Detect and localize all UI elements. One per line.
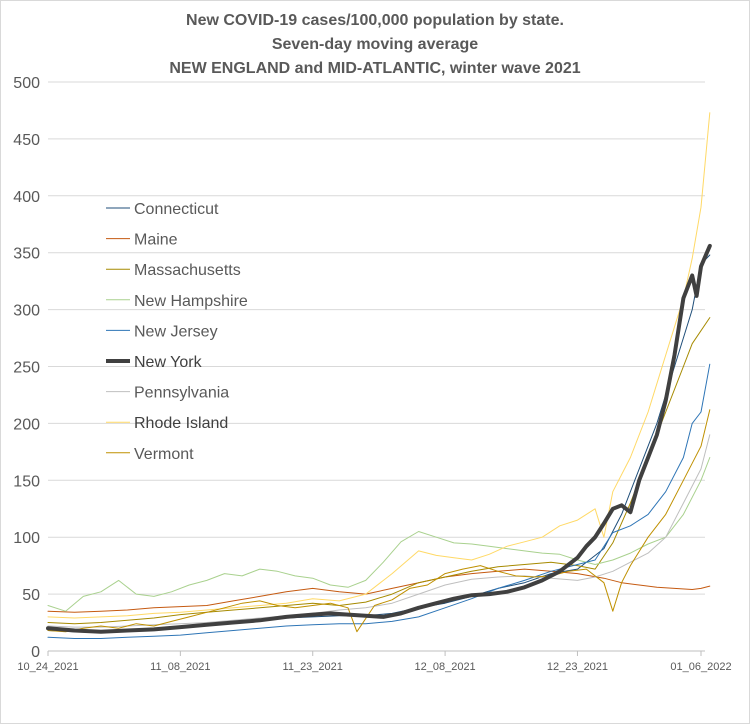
legend-label: Massachusetts <box>134 262 241 279</box>
chart-title-line-1: New COVID-19 cases/100,000 population by… <box>186 12 564 29</box>
y-tick-label: 200 <box>13 416 40 433</box>
x-axis-ticks: 10_24_2021 11_08_2021 11_23_2021 12_08_2021… <box>17 651 732 673</box>
y-tick-label: 450 <box>13 132 40 149</box>
y-tick-label: 50 <box>22 587 40 604</box>
series-line-vermont <box>47 409 711 633</box>
x-tick-label: 11_08_2021 <box>150 661 210 673</box>
legend-label: Maine <box>134 232 178 249</box>
legend-label: New Jersey <box>134 323 218 340</box>
y-tick-label: 0 <box>31 644 40 661</box>
legend-label: New York <box>134 354 203 371</box>
legend-label: Vermont <box>134 446 194 463</box>
y-tick-label: 150 <box>13 473 40 490</box>
y-tick-label: 300 <box>13 303 40 320</box>
y-axis-ticks: 0 50 100 150 200 250 300 350 400 450 500 <box>13 75 40 661</box>
legend-label: Pennsylvania <box>134 385 229 402</box>
series-line-new-jersey <box>47 363 711 639</box>
x-tick-label: 11_23_2021 <box>283 661 343 673</box>
x-tick-label: 01_06_2022 <box>670 661 731 673</box>
legend-label: Rhode Island <box>134 415 228 432</box>
x-tick-label: 10_24_2021 <box>17 661 78 673</box>
y-tick-label: 350 <box>13 246 40 263</box>
series-line-new-york <box>46 243 712 634</box>
legend: Connecticut Maine Massachusetts New Hampshi… <box>106 201 248 463</box>
x-tick-label: 12_23_2021 <box>547 661 608 673</box>
y-tick-label: 250 <box>13 360 40 377</box>
series-line-pennsylvania <box>47 434 711 628</box>
chart-title-line-2: Seven-day moving average <box>271 36 479 53</box>
legend-label: New Hampshire <box>134 293 248 310</box>
legend-label: Connecticut <box>134 201 219 218</box>
x-tick-label: 12_08_2021 <box>415 661 476 673</box>
y-tick-label: 100 <box>13 530 40 547</box>
series-line-new-hampshire <box>47 457 711 612</box>
series-line-rhode-island <box>47 112 711 619</box>
chart-title-line-3: NEW ENGLAND and MID-ATLANTIC, winter wav… <box>169 60 581 77</box>
gridlines <box>48 81 705 652</box>
series-line-connecticut <box>47 254 711 634</box>
y-tick-label: 500 <box>13 75 40 92</box>
y-tick-label: 400 <box>13 189 40 206</box>
series-lines <box>46 112 712 639</box>
